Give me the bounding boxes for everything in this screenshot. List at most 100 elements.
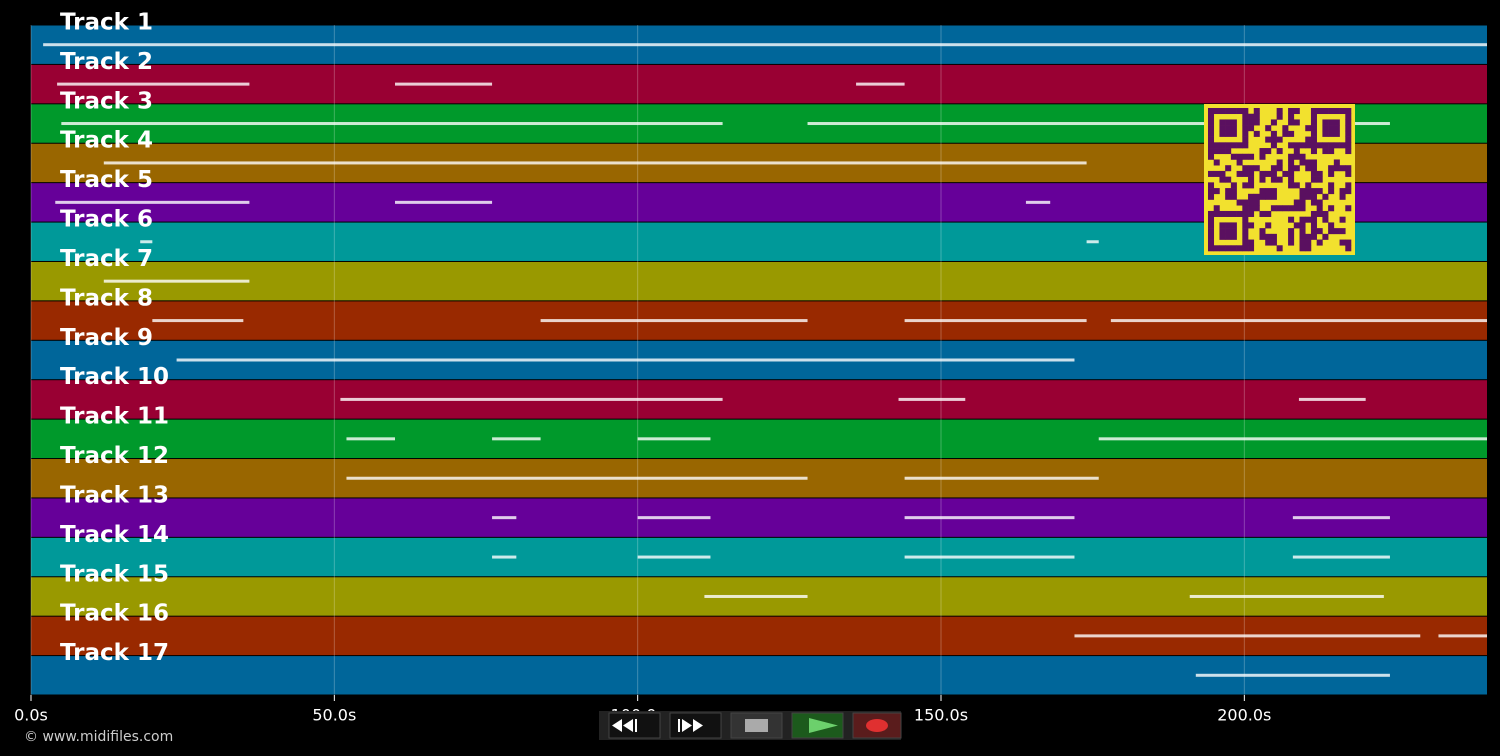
qr-cell xyxy=(1282,205,1289,212)
qr-cell xyxy=(1219,233,1226,240)
qr-cell xyxy=(1310,148,1317,155)
qr-cell xyxy=(1345,148,1352,155)
qr-cell xyxy=(1230,125,1237,132)
note-run xyxy=(395,82,493,86)
qr-cell xyxy=(1339,142,1346,149)
qr-cell xyxy=(1276,108,1283,115)
qr-cell xyxy=(1339,165,1346,172)
qr-cell xyxy=(1242,216,1249,223)
qr-cell xyxy=(1293,153,1300,160)
qr-cell xyxy=(1328,205,1335,212)
qr-cell xyxy=(1208,125,1215,132)
note-run xyxy=(807,122,1390,126)
qr-cell xyxy=(1310,210,1317,217)
qr-cell xyxy=(1299,142,1306,149)
qr-cell xyxy=(1282,130,1289,137)
qr-cell xyxy=(1310,199,1317,206)
qr-cell xyxy=(1236,245,1243,252)
qr-cell xyxy=(1328,165,1335,172)
qr-cell xyxy=(1208,108,1215,115)
qr-cell xyxy=(1270,205,1277,212)
qr-cell xyxy=(1225,125,1232,132)
qr-cell xyxy=(1293,182,1300,189)
track-label: Track 6 xyxy=(60,207,153,233)
qr-cell xyxy=(1293,119,1300,126)
x-tick-label: 150.0s xyxy=(914,706,968,725)
play-button[interactable] xyxy=(791,712,844,739)
qr-cell xyxy=(1333,228,1340,235)
qr-cell xyxy=(1276,159,1283,166)
qr-cell xyxy=(1225,176,1232,183)
qr-cell xyxy=(1265,136,1272,143)
qr-cell xyxy=(1242,108,1249,115)
note-run xyxy=(57,82,250,86)
qr-cell xyxy=(1248,245,1255,252)
qr-cell xyxy=(1328,182,1335,189)
qr-cell xyxy=(1248,210,1255,217)
qr-cell xyxy=(1293,222,1300,229)
qr-cell xyxy=(1288,239,1295,246)
x-tick-label: 0.0s xyxy=(14,706,48,725)
qr-cell xyxy=(1225,210,1232,217)
qr-cell xyxy=(1253,108,1260,115)
qr-cell xyxy=(1242,205,1249,212)
note-run xyxy=(856,82,905,86)
qr-cell xyxy=(1230,193,1237,200)
qr-cell xyxy=(1270,130,1277,137)
qr-cell xyxy=(1208,182,1215,189)
qr-cell xyxy=(1322,130,1329,137)
qr-cell xyxy=(1265,170,1272,177)
qr-cell xyxy=(1270,176,1277,183)
qr-cell xyxy=(1310,222,1317,229)
forward-button[interactable] xyxy=(669,712,722,739)
qr-cell xyxy=(1345,165,1352,172)
qr-cell xyxy=(1208,188,1215,195)
track-label: Track 2 xyxy=(60,49,153,75)
qr-cell xyxy=(1288,205,1295,212)
qr-cell xyxy=(1305,142,1312,149)
rewind-button[interactable] xyxy=(608,712,661,739)
qr-cell xyxy=(1213,210,1220,217)
qr-cell xyxy=(1236,159,1243,166)
qr-cell xyxy=(1225,193,1232,200)
note-run xyxy=(1298,397,1366,401)
qr-cell xyxy=(1242,170,1249,177)
stop-button[interactable] xyxy=(730,712,783,739)
qr-cell xyxy=(1230,153,1237,160)
qr-cell xyxy=(1345,136,1352,143)
qr-cell xyxy=(1248,113,1255,120)
qr-cell xyxy=(1259,193,1266,200)
qr-cell xyxy=(1219,222,1226,229)
qr-cell xyxy=(1316,199,1323,206)
qr-cell xyxy=(1242,119,1249,126)
qr-cell xyxy=(1248,205,1255,212)
qr-cell xyxy=(1345,108,1352,115)
qr-cell xyxy=(1305,245,1312,252)
qr-cell xyxy=(1299,228,1306,235)
qr-cell xyxy=(1339,108,1346,115)
qr-cell xyxy=(1316,142,1323,149)
qr-cell xyxy=(1265,193,1272,200)
qr-cell xyxy=(1248,153,1255,160)
qr-cell xyxy=(1310,188,1317,195)
qr-cell xyxy=(1276,136,1283,143)
record-button[interactable] xyxy=(852,712,902,739)
qr-cell xyxy=(1322,148,1329,155)
qr-cell xyxy=(1339,193,1346,200)
qr-cell xyxy=(1265,210,1272,217)
note-run xyxy=(346,476,808,480)
qr-cell xyxy=(1213,108,1220,115)
qr-cell xyxy=(1345,245,1352,252)
qr-cell xyxy=(1242,233,1249,240)
qr-cell xyxy=(1265,239,1272,246)
qr-cell xyxy=(1225,188,1232,195)
qr-cell xyxy=(1282,125,1289,132)
qr-cell xyxy=(1333,165,1340,172)
qr-cell xyxy=(1288,176,1295,183)
qr-cell xyxy=(1322,210,1329,217)
qr-cell xyxy=(1305,233,1312,240)
qr-cell xyxy=(1208,222,1215,229)
qr-cell xyxy=(1322,193,1329,200)
